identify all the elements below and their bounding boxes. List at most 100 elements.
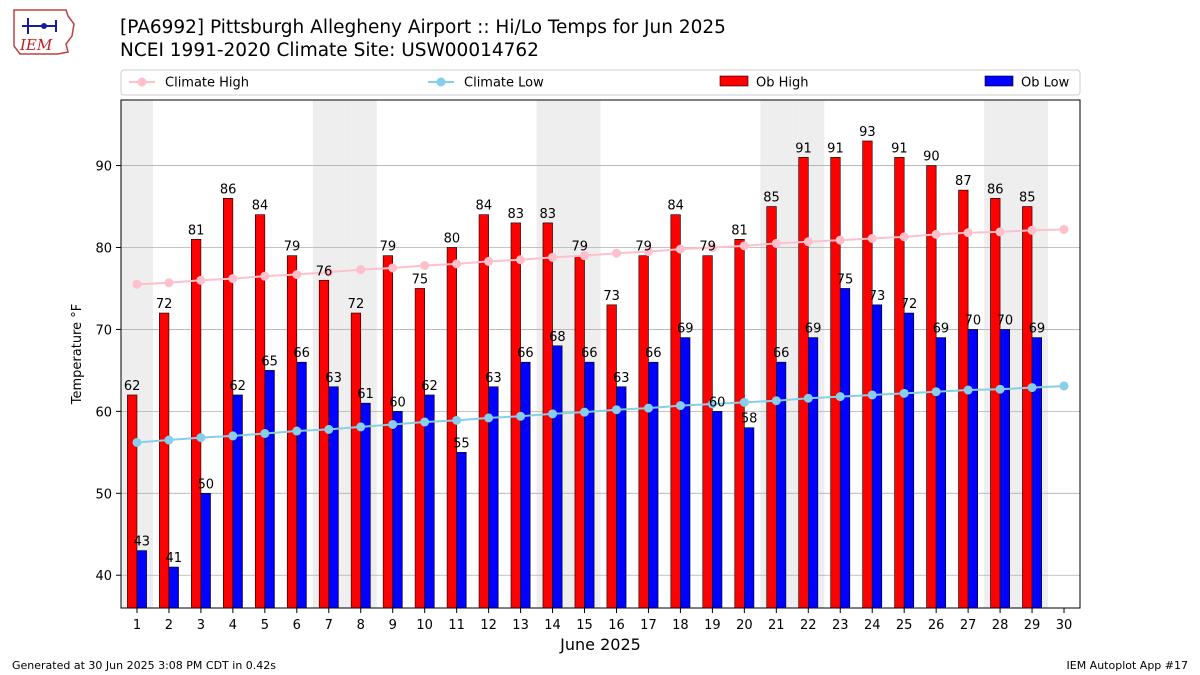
x-tick-label: 29 (1024, 618, 1041, 633)
ob-low-legend-label: Ob Low (1021, 76, 1070, 91)
ob-high-label: 86 (220, 182, 237, 197)
ob-high-bar (990, 198, 1001, 609)
climate-high-point (643, 247, 653, 257)
climate-high-point (835, 235, 845, 245)
x-tick-label: 23 (832, 618, 849, 633)
climate-low-point (867, 390, 877, 400)
x-tick-label: 8 (357, 618, 365, 633)
climate-low-point (516, 411, 526, 421)
ob-low-label: 72 (901, 297, 918, 312)
ob-high-label: 84 (252, 199, 269, 214)
ob-high-label: 79 (284, 240, 301, 255)
climate-high-point (899, 232, 909, 242)
climate-low-point (899, 388, 909, 398)
x-tick-label: 30 (1056, 618, 1073, 633)
x-tick-label: 25 (896, 618, 913, 633)
x-tick-label: 12 (480, 618, 497, 633)
ob-low-bar (296, 361, 307, 609)
ob-high-bar (958, 189, 969, 609)
climate-high-point (452, 259, 462, 269)
climate-low-point (452, 415, 462, 425)
climate-low-point (132, 437, 142, 447)
x-tick-label: 10 (416, 618, 433, 633)
x-tick-label: 15 (576, 618, 593, 633)
ob-low-legend-swatch (984, 75, 1014, 87)
climate-low-point (324, 424, 334, 434)
climate-high-point (356, 265, 366, 275)
x-tick-label: 4 (229, 618, 237, 633)
ob-high-bar (606, 304, 617, 609)
climate-low-point (1027, 383, 1037, 393)
ob-high-label: 79 (699, 240, 716, 255)
ob-high-label: 81 (188, 223, 205, 238)
x-tick-label: 1 (133, 618, 141, 633)
climate-low-point (803, 393, 813, 403)
x-tick-label: 18 (672, 618, 689, 633)
ob-high-label: 72 (156, 297, 173, 312)
ob-low-bar (392, 411, 403, 609)
climate-low-point (260, 428, 270, 438)
climate-high-point (548, 252, 558, 262)
ob-low-label: 43 (134, 535, 151, 550)
ob-high-label: 80 (444, 231, 461, 246)
climate-low-point (611, 405, 621, 415)
ob-low-label: 41 (165, 551, 182, 566)
climate-high-point (260, 271, 270, 281)
climate-low-point (995, 384, 1005, 394)
climate-low-point (164, 435, 174, 445)
climate-high-point (580, 251, 590, 261)
ob-high-bar (478, 214, 489, 609)
ob-low-bar (136, 550, 147, 609)
climate-low-point (388, 419, 398, 429)
climate-high-point (484, 256, 494, 266)
ob-low-label: 70 (997, 313, 1014, 328)
ob-high-label: 62 (124, 379, 141, 394)
climate-low-point (420, 417, 430, 427)
climate-high-point (931, 229, 941, 239)
climate-high-point (963, 228, 973, 238)
ob-low-label: 60 (709, 395, 726, 410)
ob-low-label: 58 (741, 412, 758, 427)
ob-low-bar (1031, 337, 1042, 609)
ob-high-bar (638, 255, 649, 609)
climate-low-point (707, 399, 717, 409)
climate-low-point (675, 401, 685, 411)
ob-high-bar (894, 157, 905, 609)
x-tick-label: 13 (512, 618, 529, 633)
ob-high-label: 75 (412, 272, 429, 287)
y-tick-label: 90 (95, 160, 112, 175)
climate-low-point (484, 413, 494, 423)
x-tick-label: 16 (608, 618, 625, 633)
ob-low-label: 66 (581, 346, 598, 361)
ob-high-label: 83 (508, 207, 525, 222)
ob-low-bar (648, 361, 659, 609)
climate-high-point (388, 263, 398, 273)
climate-low-point (548, 409, 558, 419)
ob-low-bar (935, 337, 947, 609)
ob-low-bar (168, 566, 179, 609)
ob-low-bar (807, 337, 819, 609)
ob-high-label: 76 (316, 264, 333, 279)
ob-high-label: 85 (763, 191, 780, 206)
x-tick-label: 7 (325, 618, 333, 633)
climate-high-point (867, 233, 877, 243)
ob-low-label: 69 (805, 322, 822, 337)
climate-high-point (164, 278, 174, 288)
ob-low-label: 66 (773, 346, 790, 361)
ob-high-label: 79 (635, 240, 652, 255)
ob-high-bar (191, 238, 202, 609)
climate-low-point (643, 403, 653, 413)
climate-high-point (324, 267, 334, 277)
climate-high-point (739, 241, 749, 251)
x-tick-label: 5 (261, 618, 269, 633)
ob-high-bar (574, 255, 585, 609)
y-tick-label: 70 (95, 323, 112, 338)
ob-high-bar (670, 214, 681, 609)
climate-low-point (228, 431, 238, 441)
climate-high-legend-marker (137, 77, 147, 87)
ob-low-bar (264, 370, 275, 609)
ob-low-bar (232, 394, 243, 609)
climate-high-point (1059, 224, 1069, 234)
ob-low-bar (584, 361, 595, 609)
